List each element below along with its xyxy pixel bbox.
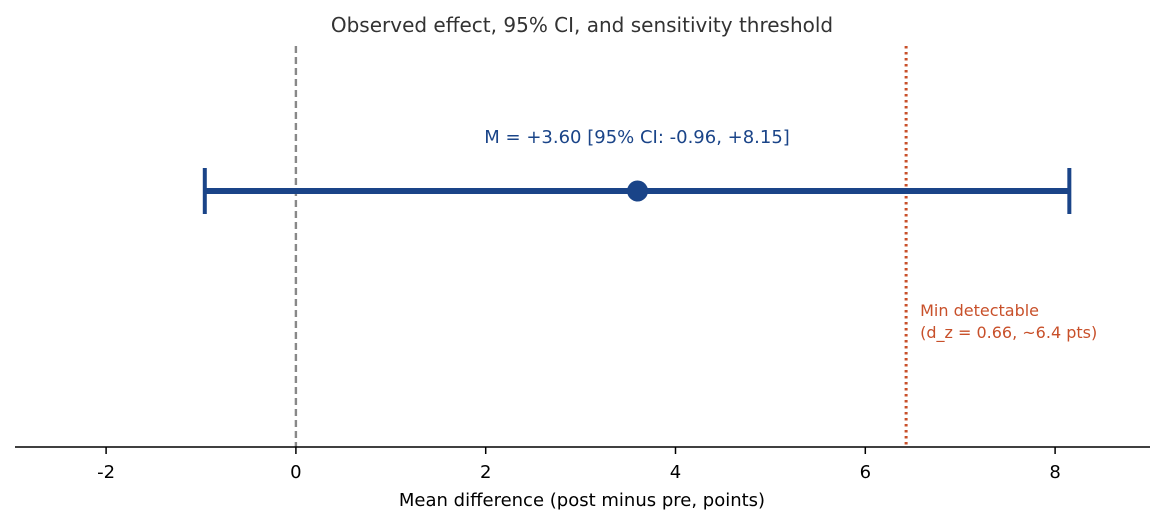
point-estimate	[627, 180, 649, 202]
threshold-label-line-2: (d_z = 0.66, ~6.4 pts)	[920, 323, 1097, 343]
x-tick-label: 2	[480, 462, 491, 483]
x-tick-label: 8	[1049, 462, 1060, 483]
x-tick-label: -2	[97, 462, 115, 483]
x-tick-label: 4	[670, 462, 681, 483]
threshold-label: Min detectable (d_z = 0.66, ~6.4 pts)	[920, 301, 1097, 343]
x-axis-label: Mean difference (post minus pre, points)	[399, 490, 765, 511]
x-tick-label: 0	[290, 462, 301, 483]
threshold-label-line-1: Min detectable	[920, 301, 1039, 320]
chart-title: Observed effect, 95% CI, and sensitivity…	[331, 13, 833, 37]
estimate-label: M = +3.60 [95% CI: -0.96, +8.15]	[484, 127, 790, 148]
x-axis-ticks: -2 0 2 4 6 8	[97, 447, 1061, 483]
x-tick-label: 6	[860, 462, 871, 483]
